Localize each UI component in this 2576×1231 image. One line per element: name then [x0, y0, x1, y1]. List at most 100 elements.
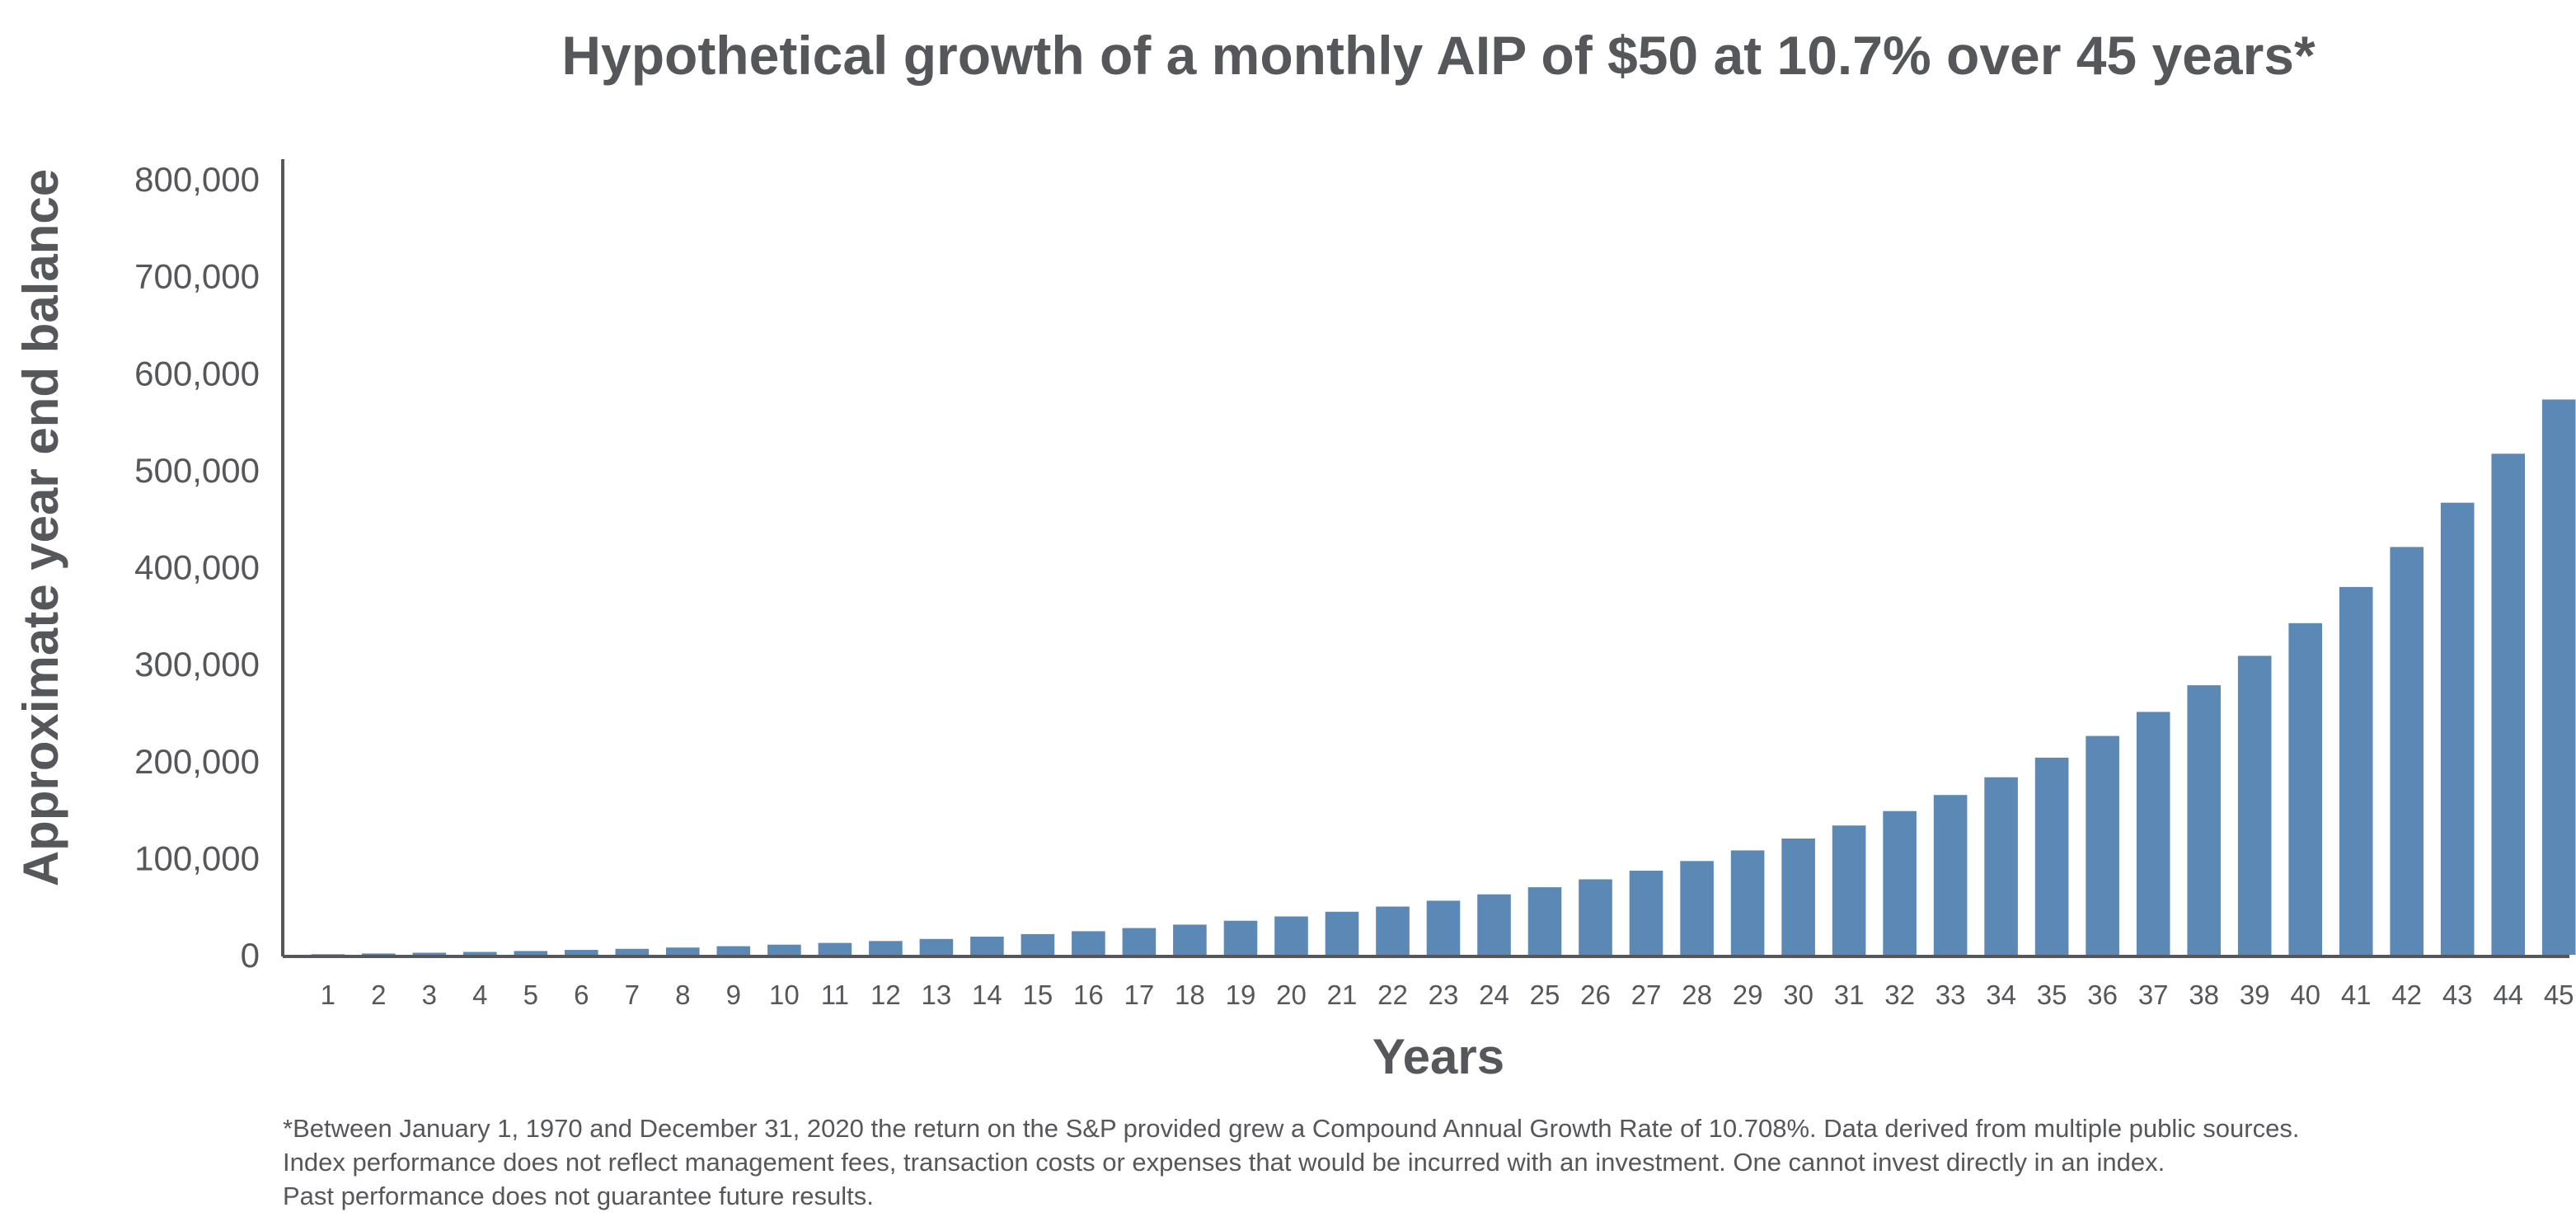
x-tick-label: 21 — [1327, 980, 1358, 1010]
bar-year-38 — [2187, 685, 2221, 955]
y-tick-label: 800,000 — [134, 160, 260, 199]
bar-year-24 — [1477, 894, 1511, 955]
bar-year-5 — [514, 951, 548, 955]
bar-year-2 — [362, 953, 396, 955]
x-tick-label: 17 — [1124, 980, 1155, 1010]
y-tick-label: 700,000 — [134, 257, 260, 296]
bar-year-8 — [666, 947, 700, 955]
x-tick-label: 26 — [1580, 980, 1611, 1010]
footnote-line-3: Past performance does not guarantee futu… — [283, 1182, 874, 1210]
y-tick-label: 600,000 — [134, 354, 260, 392]
bar-year-39 — [2237, 655, 2272, 955]
bar-year-14 — [970, 937, 1004, 955]
x-tick-label: 31 — [1834, 980, 1865, 1010]
bar-year-44 — [2491, 453, 2525, 955]
x-tick-label: 27 — [1631, 980, 1662, 1010]
x-tick-label: 40 — [2290, 980, 2320, 1010]
footnote-line-2: Index performance does not reflect manag… — [283, 1148, 2165, 1177]
bar-year-18 — [1173, 924, 1207, 955]
x-tick-label: 1 — [321, 980, 335, 1010]
y-axis-ticks: 0 100,000 200,000 300,000 400,000 500,000 600,… — [134, 160, 260, 975]
bar-year-30 — [1781, 839, 1815, 955]
x-tick-label: 10 — [769, 980, 800, 1010]
x-axis-ticks: 1 2 3 4 5 6 7 8 9 10 11 12 13 14 15 16 17 18 19 20 21 22 23 24 2… — [321, 980, 2574, 1010]
bar-year-29 — [1730, 850, 1765, 955]
x-tick-label: 11 — [821, 980, 849, 1010]
bar-year-32 — [1883, 810, 1917, 955]
x-tick-label: 15 — [1023, 980, 1053, 1010]
x-tick-label: 35 — [2037, 980, 2067, 1010]
bar-year-20 — [1274, 916, 1308, 955]
x-tick-label: 38 — [2189, 980, 2219, 1010]
x-tick-label: 36 — [2087, 980, 2118, 1010]
x-tick-label: 37 — [2138, 980, 2169, 1010]
x-tick-label: 14 — [972, 980, 1002, 1010]
bar-year-28 — [1680, 861, 1714, 955]
x-tick-label: 25 — [1530, 980, 1560, 1010]
x-tick-label: 29 — [1733, 980, 1763, 1010]
bar-year-16 — [1072, 931, 1105, 955]
x-tick-label: 42 — [2391, 980, 2422, 1010]
x-tick-label: 12 — [870, 980, 901, 1010]
x-tick-label: 43 — [2442, 980, 2473, 1010]
y-tick-label: 0 — [241, 936, 260, 975]
x-tick-label: 23 — [1429, 980, 1459, 1010]
bar-year-12 — [869, 941, 903, 955]
x-tick-label: 2 — [371, 980, 386, 1010]
chart-title: Hypothetical growth of a monthly AIP of … — [561, 25, 2316, 86]
bar-year-35 — [2034, 757, 2069, 955]
x-tick-label: 16 — [1073, 980, 1104, 1010]
y-tick-label: 200,000 — [134, 742, 260, 781]
x-tick-label: 39 — [2240, 980, 2270, 1010]
bar-year-19 — [1223, 920, 1258, 955]
x-tick-label: 28 — [1682, 980, 1712, 1010]
x-tick-label: 22 — [1377, 980, 1408, 1010]
bar-year-33 — [1933, 795, 1968, 955]
bar-year-27 — [1629, 871, 1663, 955]
x-tick-label: 34 — [1986, 980, 2016, 1010]
x-tick-label: 30 — [1783, 980, 1814, 1010]
x-tick-label: 4 — [472, 980, 487, 1010]
x-tick-label: 8 — [675, 980, 690, 1010]
bar-year-31 — [1832, 825, 1866, 955]
bar-year-1 — [311, 954, 345, 955]
bar-year-45 — [2541, 399, 2576, 955]
x-tick-label: 3 — [422, 980, 437, 1010]
bar-year-25 — [1527, 887, 1562, 955]
bar-series — [311, 399, 2576, 955]
x-tick-label: 32 — [1884, 980, 1915, 1010]
bar-year-42 — [2390, 547, 2424, 955]
bar-year-43 — [2440, 502, 2475, 955]
y-tick-label: 400,000 — [134, 548, 260, 587]
y-axis-title: Approximate year end balance — [13, 169, 68, 886]
bar-year-37 — [2136, 712, 2170, 955]
x-axis-title: Years — [1372, 1029, 1504, 1084]
x-tick-label: 45 — [2544, 980, 2574, 1010]
bar-year-3 — [412, 952, 447, 955]
y-tick-label: 500,000 — [134, 451, 260, 490]
x-tick-label: 41 — [2341, 980, 2372, 1010]
x-tick-label: 5 — [523, 980, 538, 1010]
bar-year-22 — [1376, 906, 1410, 955]
bar-year-34 — [1984, 777, 2018, 955]
bar-year-15 — [1021, 933, 1055, 955]
x-tick-label: 33 — [1936, 980, 1966, 1010]
footnote: *Between January 1, 1970 and December 31… — [283, 1111, 2566, 1213]
x-tick-label: 20 — [1276, 980, 1307, 1010]
bar-year-10 — [767, 944, 801, 955]
x-tick-label: 7 — [625, 980, 640, 1010]
bar-year-36 — [2086, 735, 2119, 955]
y-tick-label: 300,000 — [134, 645, 260, 684]
bar-year-9 — [716, 946, 751, 955]
bar-year-6 — [565, 950, 598, 955]
x-tick-label: 18 — [1175, 980, 1205, 1010]
bar-year-23 — [1426, 900, 1461, 955]
footnote-line-1: *Between January 1, 1970 and December 31… — [283, 1114, 2300, 1143]
bar-year-7 — [615, 948, 650, 955]
x-tick-label: 6 — [574, 980, 589, 1010]
bar-year-26 — [1579, 879, 1612, 955]
x-tick-label: 19 — [1226, 980, 1256, 1010]
x-tick-label: 13 — [922, 980, 952, 1010]
bar-year-4 — [463, 951, 497, 955]
